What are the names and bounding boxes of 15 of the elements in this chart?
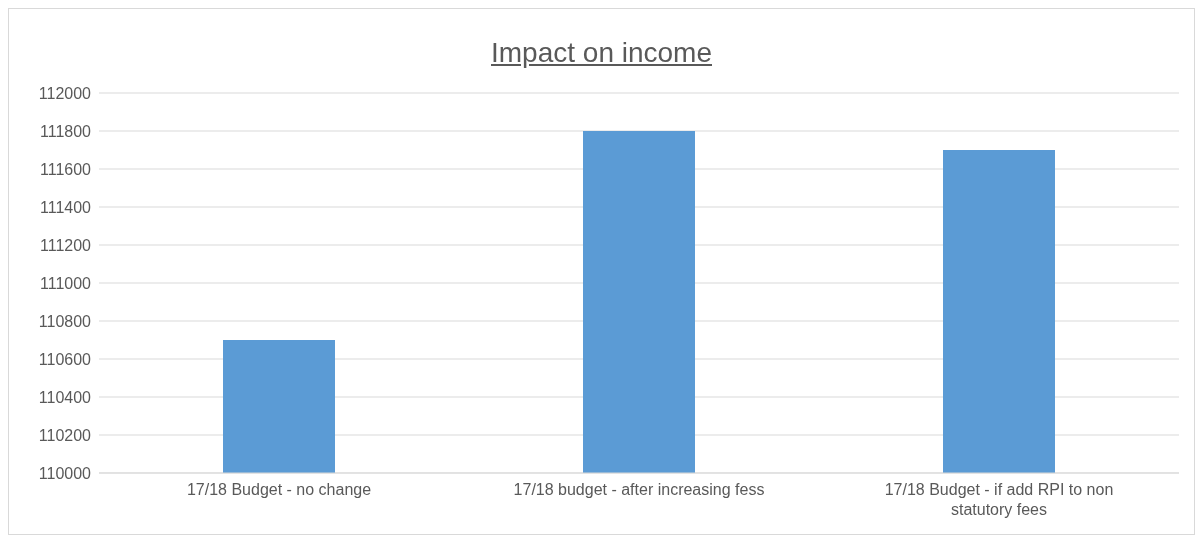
- y-tick-label: 110200: [38, 426, 92, 444]
- x-tick-label: 17/18 Budget - no change: [186, 481, 372, 498]
- y-tick-label: 110800: [38, 312, 92, 330]
- x-tick-label: 17/18 budget - after increasing fess: [513, 481, 765, 498]
- y-tick-label: 111000: [39, 274, 92, 292]
- chart-title: Impact on income: [490, 36, 713, 70]
- y-tick-label: 111400: [39, 198, 92, 216]
- y-tick-label: 110600: [38, 350, 92, 368]
- x-tick-label: 17/18 Budget - if add RPI to non statutory fees: [884, 481, 1114, 518]
- y-tick-label: 112000: [38, 84, 92, 102]
- y-tick-label: 111600: [39, 160, 92, 178]
- y-tick-label: 111800: [39, 122, 92, 140]
- y-tick-label: 111200: [39, 236, 92, 254]
- y-tick-label: 110400: [38, 388, 92, 406]
- y-tick-label: 110000: [38, 464, 92, 482]
